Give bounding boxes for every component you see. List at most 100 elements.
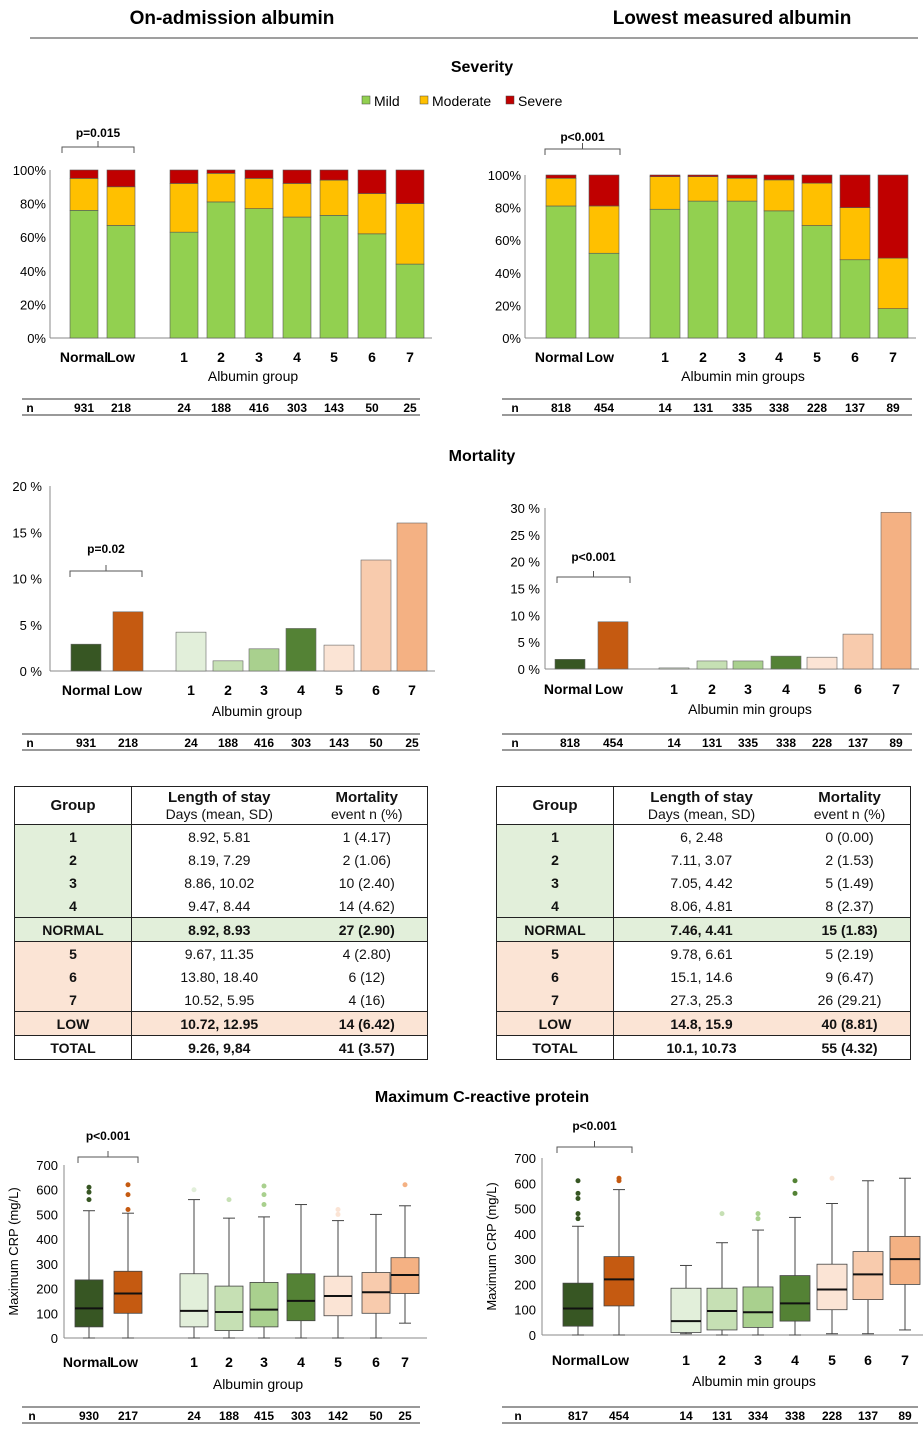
table-row: TOTAL 9.26, 9,84 41 (3.57) xyxy=(14,1035,428,1060)
bar xyxy=(806,656,838,670)
bar-segment-severe xyxy=(649,174,681,177)
n-value: 188 xyxy=(219,1409,239,1423)
box xyxy=(214,1285,244,1331)
box-outlier xyxy=(616,1175,622,1181)
bar xyxy=(175,631,207,672)
y-tick-label: 0% xyxy=(27,331,46,346)
box-outlier xyxy=(226,1197,232,1203)
n-value: 930 xyxy=(79,1409,99,1423)
bar-segment-moderate xyxy=(763,179,795,212)
y-tick-label: 5 % xyxy=(20,618,43,633)
bar-segment-moderate xyxy=(357,193,387,235)
box xyxy=(706,1287,738,1331)
cell-length-of-stay: 9.26, 9,84 xyxy=(188,1039,251,1056)
y-tick-label: 30 % xyxy=(510,501,540,516)
bar-segment-mild xyxy=(169,231,199,339)
cell-group: 1 xyxy=(14,824,132,848)
x-tick-label: 7 xyxy=(889,349,897,365)
bar xyxy=(248,648,280,672)
table-row: 4 8.06, 4.81 8 (2.37) xyxy=(496,894,911,918)
n-value: 137 xyxy=(848,736,868,750)
col-header-mortality-title: Mortality xyxy=(818,789,881,806)
col-header-los-sub: Days (mean, SD) xyxy=(647,806,756,822)
x-tick-label: 7 xyxy=(408,682,416,698)
bar-segment-severe xyxy=(726,174,758,179)
x-tick-label-group: Normal xyxy=(60,349,108,365)
n-value: 228 xyxy=(807,401,827,415)
bar xyxy=(770,655,802,670)
x-tick-label: 3 xyxy=(744,681,752,697)
y-tick-label: 20% xyxy=(20,297,46,312)
bar-segment-mild xyxy=(763,210,795,339)
table-row: 6 13.80, 18.40 6 (12) xyxy=(14,965,428,988)
cell-mortality: 14 (4.62) xyxy=(338,897,395,914)
outcomes-table-on-admission: Group Length of stay Days (mean, SD) Mor… xyxy=(14,786,428,1060)
bar-segment-moderate xyxy=(106,186,136,226)
y-tick-label: 20 % xyxy=(510,555,540,570)
table-row: LOW 10.72, 12.95 14 (6.42) xyxy=(14,1011,428,1036)
bar-segment-severe xyxy=(357,169,387,194)
p-value-bracket xyxy=(77,1151,139,1163)
left-column-header: On-admission albumin xyxy=(130,8,335,29)
box-outlier xyxy=(792,1178,798,1184)
cell-length-of-stay: 27.3, 25.3 xyxy=(670,991,733,1008)
box-outlier xyxy=(402,1182,408,1188)
cell-mortality: 41 (3.57) xyxy=(338,1039,395,1056)
legend-label-mild: Mild xyxy=(374,93,400,109)
n-value: 25 xyxy=(403,401,417,415)
bar-segment-moderate xyxy=(801,182,833,226)
table-row: 5 9.67, 11.35 4 (2.80) xyxy=(14,941,428,965)
y-tick-label: 500 xyxy=(514,1202,536,1217)
p-value-label: p<0.001 xyxy=(86,1129,131,1143)
x-tick-label: 2 xyxy=(225,1354,233,1370)
x-tick-label: 6 xyxy=(851,349,859,365)
table-row: 3 7.05, 4.42 5 (1.49) xyxy=(496,871,911,894)
x-tick-label: 4 xyxy=(297,1354,305,1370)
cell-group: 1 xyxy=(496,824,614,848)
n-value: 14 xyxy=(679,1409,693,1423)
table-row: 2 8.19, 7.29 2 (1.06) xyxy=(14,848,428,871)
x-tick-label: 2 xyxy=(718,1352,726,1368)
cell-mortality: 15 (1.83) xyxy=(789,917,911,942)
box xyxy=(74,1279,104,1328)
y-axis-label: Maximum CRP (mg/L) xyxy=(484,1182,499,1310)
y-tick-label: 80% xyxy=(495,201,521,216)
p-value-label: p<0.001 xyxy=(560,130,605,144)
y-tick-label: 25 % xyxy=(510,528,540,543)
bar-segment-severe xyxy=(169,169,199,184)
bar-segment-severe xyxy=(282,169,312,184)
n-value: 817 xyxy=(568,1409,588,1423)
bar xyxy=(597,621,629,670)
y-tick-label: 60% xyxy=(495,233,521,248)
cell-group: 2 xyxy=(496,848,614,871)
n-value: 416 xyxy=(254,736,274,750)
p-value-label: p=0.02 xyxy=(87,542,125,556)
bar xyxy=(396,522,428,672)
p-value-bracket xyxy=(556,1141,633,1153)
bar-segment-severe xyxy=(588,174,620,207)
y-tick-label: 100% xyxy=(488,168,522,183)
table-row: 3 8.86, 10.02 10 (2.40) xyxy=(14,871,428,894)
bar-segment-moderate xyxy=(395,203,425,265)
n-value: 303 xyxy=(291,736,311,750)
x-tick-label: 1 xyxy=(180,349,188,365)
x-tick-label: 6 xyxy=(864,1352,872,1368)
legend-swatch-mild xyxy=(361,95,371,105)
table-row: 4 9.47, 8.44 14 (4.62) xyxy=(14,894,428,918)
y-tick-label: 200 xyxy=(514,1277,536,1292)
n-value: 931 xyxy=(76,736,96,750)
x-tick-label-group: Low xyxy=(586,349,614,365)
n-value: 137 xyxy=(858,1409,878,1423)
n-value: 50 xyxy=(369,736,383,750)
y-tick-label: 0 xyxy=(51,1331,58,1346)
n-value: 415 xyxy=(254,1409,274,1423)
col-header-los-sub: Days (mean, SD) xyxy=(165,806,273,822)
box-outlier xyxy=(575,1178,581,1184)
cell-group: 7 xyxy=(496,988,614,1012)
p-value-label: p<0.001 xyxy=(571,550,616,564)
n-value: 14 xyxy=(658,401,672,415)
mortality-title: Mortality xyxy=(449,448,516,465)
table-row: 2 7.11, 3.07 2 (1.53) xyxy=(496,848,911,871)
